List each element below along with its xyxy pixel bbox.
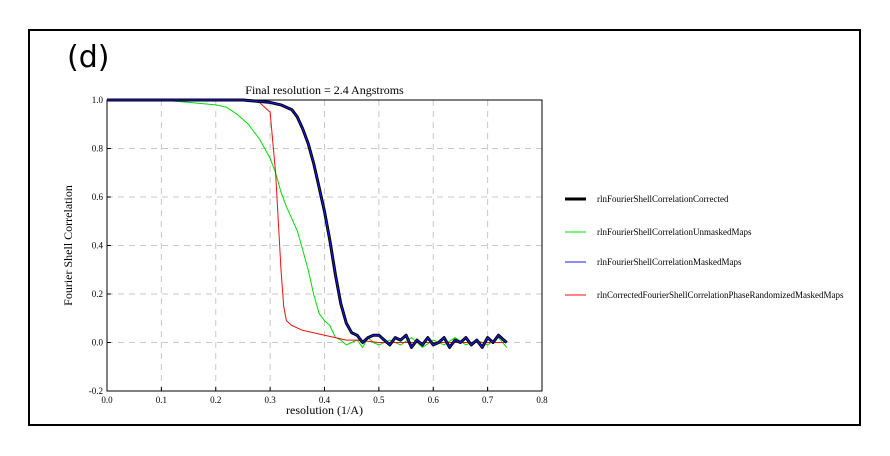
- x-tick-label: 0.0: [101, 395, 113, 405]
- series-lines: [107, 98, 508, 349]
- x-tick-label: 0.3: [265, 395, 277, 405]
- x-tick-label: 0.4: [319, 395, 331, 405]
- figure-frame: [28, 29, 861, 426]
- legend-label-2: rlnFourierShellCorrelationMaskedMaps: [597, 257, 742, 267]
- legend-label-1: rlnFourierShellCorrelationUnmaskedMaps: [597, 227, 752, 237]
- legend-label-3: rlnCorrectedFourierShellCorrelationPhase…: [597, 290, 844, 300]
- x-tick-label: 0.7: [482, 395, 494, 405]
- y-tick-label: 0.8: [92, 144, 104, 154]
- legend: rlnFourierShellCorrelationCorrected rlnFo…: [565, 194, 844, 300]
- x-tick-label: 0.2: [210, 395, 221, 405]
- panel-label: (d): [67, 40, 110, 75]
- legend-label-0: rlnFourierShellCorrelationCorrected: [597, 194, 729, 204]
- y-tick-label: -0.2: [89, 386, 103, 396]
- x-tick-label: 0.5: [373, 395, 385, 405]
- x-tick-label: 0.6: [428, 395, 440, 405]
- series-line-1: [107, 99, 508, 348]
- x-tick-label: 0.8: [536, 395, 548, 405]
- y-tick-label: 0.4: [92, 241, 104, 251]
- y-tick-label: 0.0: [92, 338, 104, 348]
- series-line-2: [107, 99, 508, 348]
- y-tick-label: 0.2: [92, 289, 103, 299]
- x-axis-label: resolution (1/A): [286, 403, 363, 417]
- chart-title: Final resolution = 2.4 Angstroms: [245, 83, 404, 97]
- y-tick-label: 1.0: [92, 95, 104, 105]
- chart-grid: [107, 100, 542, 391]
- y-tick-label: 0.6: [92, 192, 104, 202]
- series-line-0: [107, 98, 508, 349]
- x-tick-label: 0.1: [156, 395, 167, 405]
- y-axis-label: Fourier Shell Correlation: [61, 185, 75, 306]
- axis-ticks: 0.0 0.1 0.2 0.3 0.4 0.5 0.6 0.7 0.8-0.20.00.20.4…: [89, 95, 548, 405]
